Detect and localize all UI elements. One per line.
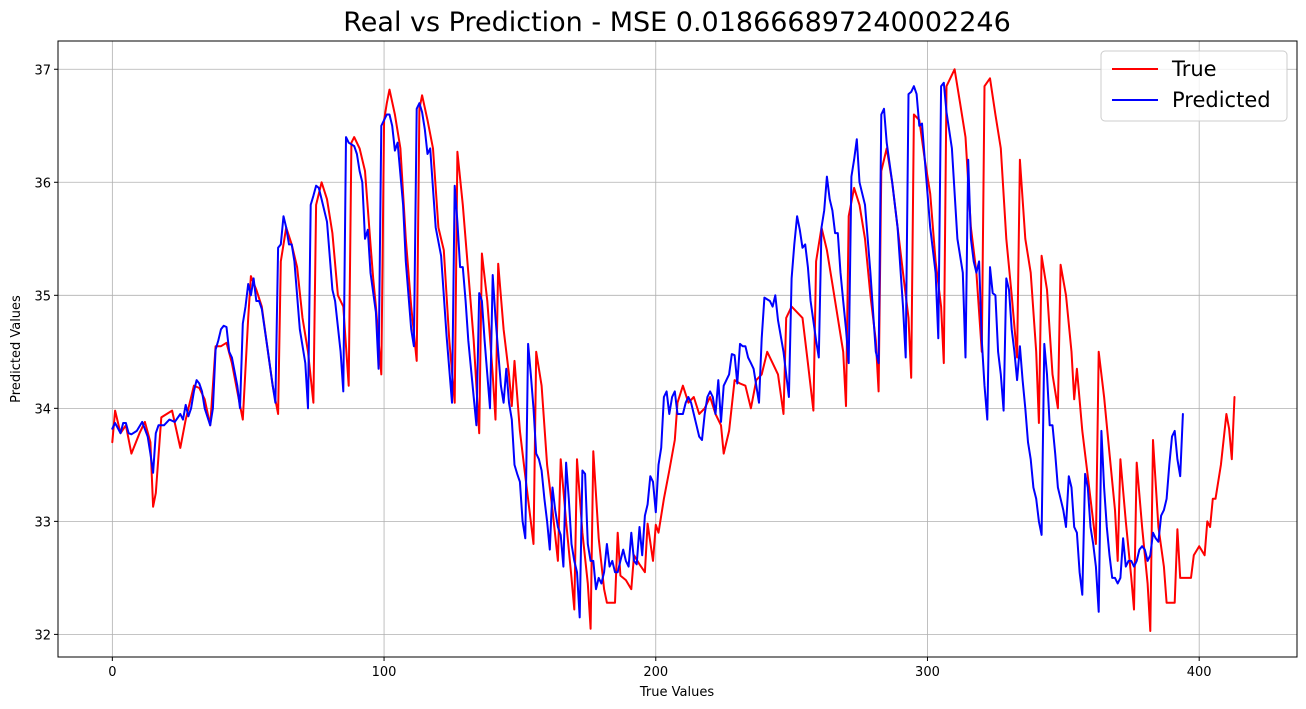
y-tick-label: 35 — [34, 289, 51, 304]
series-layer — [111, 68, 1236, 632]
plot-frame — [57, 40, 1298, 658]
y-tick-label: 36 — [34, 176, 51, 191]
ticks: 0 100 200 300 400 32 33 34 35 36 37 — [34, 63, 1211, 680]
y-tick-label: 33 — [34, 515, 51, 530]
series-true-line — [111, 68, 1236, 632]
series-predicted-line — [111, 81, 1184, 619]
legend-true-label: True — [1171, 57, 1217, 81]
x-tick-label: 400 — [1187, 665, 1212, 680]
x-axis-label: True Values — [639, 685, 714, 700]
x-tick-label: 300 — [915, 665, 940, 680]
x-tick-label: 100 — [372, 665, 397, 680]
x-tick-label: 0 — [108, 665, 116, 680]
legend: True Predicted — [1100, 50, 1288, 122]
x-tick-label: 200 — [643, 665, 668, 680]
legend-predicted-label: Predicted — [1172, 88, 1271, 112]
y-tick-label: 37 — [34, 63, 51, 78]
y-tick-label: 32 — [34, 628, 51, 643]
y-axis-label: Predicted Values — [9, 295, 24, 403]
grid — [58, 41, 1297, 657]
chart-title: Real vs Prediction - MSE 0.0186668972400… — [343, 7, 1011, 38]
y-tick-label: 34 — [34, 402, 51, 417]
